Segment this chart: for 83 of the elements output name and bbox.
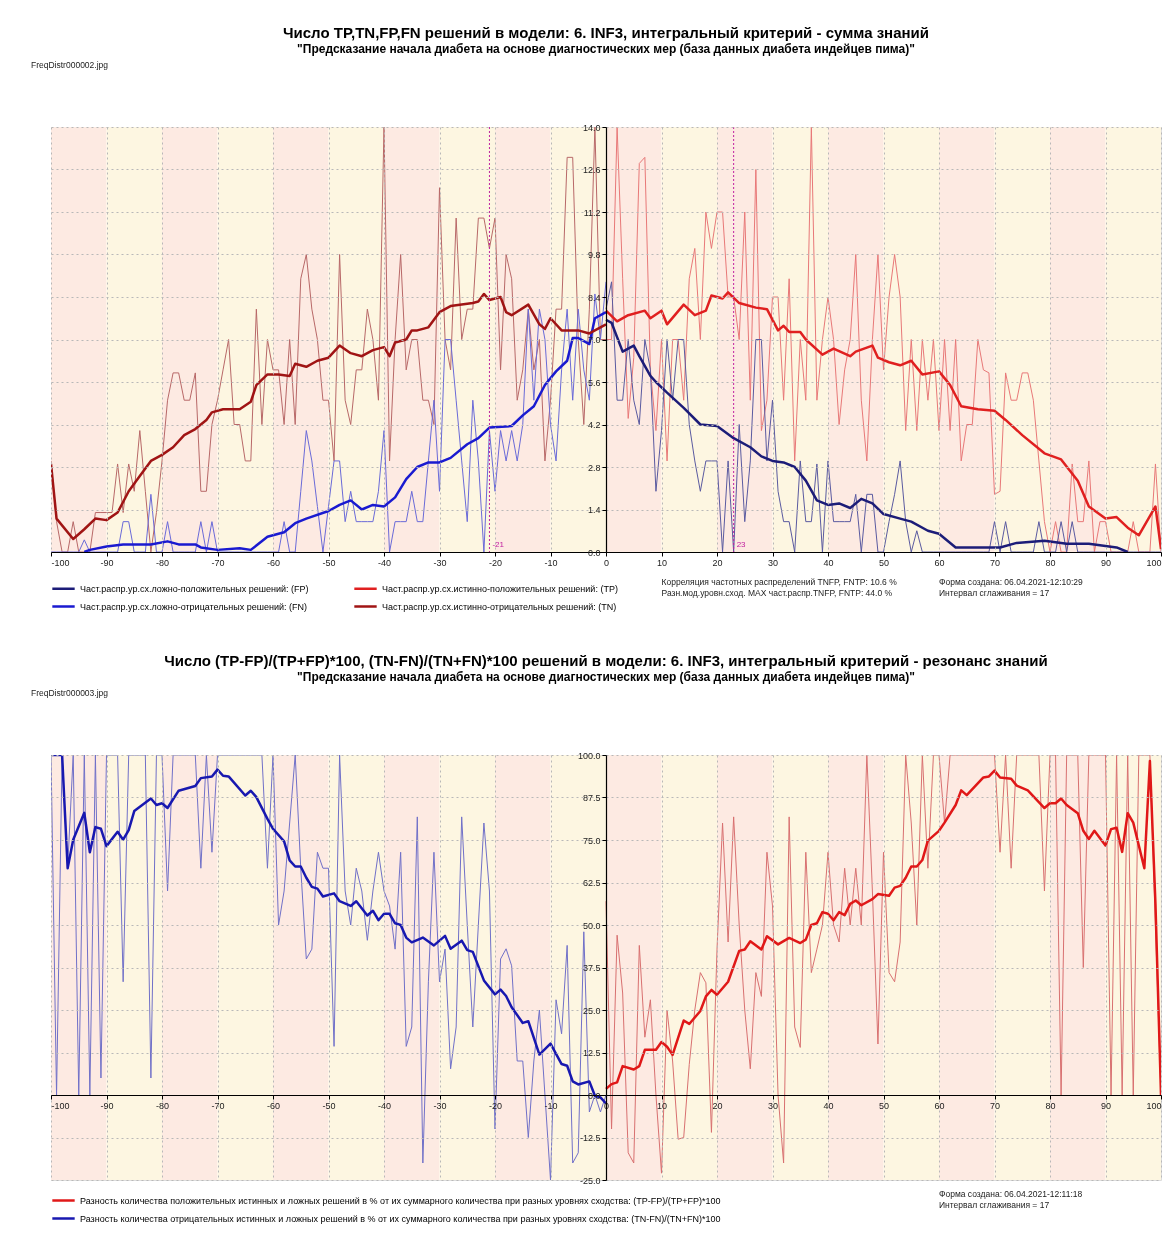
legend-label: Разность количества положительных истинных и ложных решений в % от их суммарного количества при разных уровнях сходства: (TP-FP)/(TP+FP)*100 bbox=[80, 1195, 721, 1206]
x-tick-label: -10 bbox=[544, 557, 558, 568]
x-tick-label: -40 bbox=[377, 557, 392, 568]
y-tick-label: 50.0 bbox=[582, 920, 601, 931]
x-tick-label: 70 bbox=[989, 557, 1001, 568]
line-series bbox=[604, 759, 1161, 1097]
x-tick-label: 0 bbox=[603, 557, 610, 568]
x-tick-label: 10 bbox=[656, 1100, 668, 1111]
x-tick-label: -20 bbox=[488, 557, 503, 568]
legend-label: Разность количества отрицательных истинных и ложных решений в % от их суммарного количества при разных уровнях сходства: (TN-FN)/(TN+FN)*100 bbox=[80, 1213, 721, 1224]
x-tick-label: -70 bbox=[211, 1100, 225, 1111]
text: Форма создана: 06.04.2021-12:11:18 bbox=[939, 1189, 1083, 1199]
x-tick-label: 70 bbox=[989, 1100, 1001, 1111]
x-tick-label: 20 bbox=[712, 1100, 723, 1111]
x-tick-label: -80 bbox=[155, 557, 170, 568]
x-tick-label: 50 bbox=[878, 1100, 890, 1111]
x-tick-label: -40 bbox=[377, 1100, 392, 1111]
x-tick-label: 80 bbox=[1045, 557, 1056, 568]
line-series bbox=[83, 310, 608, 552]
y-tick-label: 11.2 bbox=[583, 207, 601, 218]
ref-line-label: -21 bbox=[492, 540, 505, 549]
y-tick-label: 14.0 bbox=[582, 122, 601, 133]
x-tick-label: 100 bbox=[1146, 1100, 1162, 1111]
x-tick-label: -80 bbox=[155, 1100, 170, 1111]
y-tick-label: 37.5 bbox=[582, 963, 601, 973]
x-tick-label: 90 bbox=[1100, 1100, 1112, 1111]
y-tick-label: -12.5 bbox=[579, 1133, 601, 1143]
text: Форма создана: 06.04.2021-12:10:29 bbox=[939, 577, 1084, 587]
x-tick-label: 60 bbox=[934, 557, 945, 568]
chart-subtitle: "Предсказание начала диабета на основе диагностических мер (база данных диабета индейцев пима)" bbox=[297, 42, 915, 56]
x-tick-label: -100 bbox=[51, 1100, 70, 1111]
x-tick-label: 80 bbox=[1045, 1100, 1056, 1111]
text: FreqDistr000002.jpg bbox=[31, 60, 109, 70]
x-tick-label: -50 bbox=[322, 557, 336, 568]
y-tick-label: 87.5 bbox=[582, 793, 601, 803]
y-tick-label: 62.5 bbox=[582, 878, 601, 888]
y-tick-label: 2.8 bbox=[587, 462, 601, 473]
x-tick-label: 30 bbox=[767, 1100, 779, 1111]
x-tick-label: 30 bbox=[767, 557, 779, 568]
line-series bbox=[604, 318, 1129, 552]
text: Корреляция частотных распределений TNFP, FNTP: 10.6 % bbox=[661, 577, 898, 587]
line-series bbox=[51, 755, 608, 1105]
y-tick-label: 75.0 bbox=[582, 835, 601, 846]
legend-label: Част.распр.ур.сх.истинно-отрицательных решений: (TN) bbox=[382, 601, 617, 612]
y-tick-label: 9.8 bbox=[587, 250, 601, 260]
x-tick-label: -90 bbox=[100, 1100, 114, 1111]
text: Интервал сглаживания = 17 bbox=[939, 1200, 1050, 1210]
x-tick-label: 50 bbox=[878, 557, 890, 568]
y-tick-label: 12.5 bbox=[582, 1048, 601, 1058]
text: FreqDistr000003.jpg bbox=[31, 688, 109, 698]
text: Интервал сглаживания = 17 bbox=[939, 588, 1050, 598]
x-tick-label: -30 bbox=[433, 1100, 447, 1111]
chart-title: Число (TP-FP)/(TP+FP)*100, (TN-FN)/(TN+FN)*100 решений в модели: 6. INF3, интегральный критерий - резонанс знаний bbox=[164, 652, 1048, 669]
y-tick-label: 12.6 bbox=[582, 165, 601, 175]
x-tick-label: -60 bbox=[266, 557, 281, 568]
text: Разн.мод.уровн.сход. MAX част.распр.TNFP, FNTP: 44.0 % bbox=[661, 588, 893, 598]
x-tick-label: -70 bbox=[211, 557, 225, 568]
x-tick-label: 20 bbox=[712, 557, 723, 568]
x-tick-label: 40 bbox=[823, 557, 834, 568]
x-tick-label: -30 bbox=[433, 557, 447, 568]
x-tick-label: -100 bbox=[51, 557, 70, 568]
y-tick-label: -25.0 bbox=[579, 1175, 601, 1186]
y-tick-label: 25.0 bbox=[582, 1005, 601, 1016]
legend-label: Част.распр.ур.сх.истинно-положительных решений: (TP) bbox=[382, 583, 618, 594]
chart-title: Число TP,TN,FP,FN решений в модели: 6. INF3, интегральный критерий - сумма знаний bbox=[282, 24, 930, 41]
y-tick-label: 5.6 bbox=[587, 377, 601, 388]
x-tick-label: -10 bbox=[544, 1100, 558, 1111]
legend-label: Част.распр.ур.сх.ложно-отрицательных решений: (FN) bbox=[80, 601, 307, 612]
x-tick-label: 90 bbox=[1100, 557, 1112, 568]
y-tick-label: 4.2 bbox=[587, 420, 601, 430]
legend-label: Част.распр.ур.сх.ложно-положительных решений: (FP) bbox=[80, 583, 309, 594]
y-tick-label: 1.4 bbox=[587, 505, 601, 515]
chart-subtitle: "Предсказание начала диабета на основе диагностических мер (база данных диабета индейцев пима)" bbox=[297, 670, 915, 684]
y-tick-label: 100.0 bbox=[577, 750, 601, 761]
ref-line-label: 23 bbox=[736, 540, 747, 549]
x-tick-label: 60 bbox=[934, 1100, 945, 1111]
x-tick-label: 100 bbox=[1146, 557, 1162, 568]
y-tick-label: 8.4 bbox=[587, 292, 601, 303]
x-tick-label: -50 bbox=[322, 1100, 336, 1111]
x-tick-label: -90 bbox=[100, 557, 114, 568]
x-tick-label: 10 bbox=[656, 557, 668, 568]
x-tick-label: -60 bbox=[266, 1100, 281, 1111]
x-tick-label: 40 bbox=[823, 1100, 834, 1111]
